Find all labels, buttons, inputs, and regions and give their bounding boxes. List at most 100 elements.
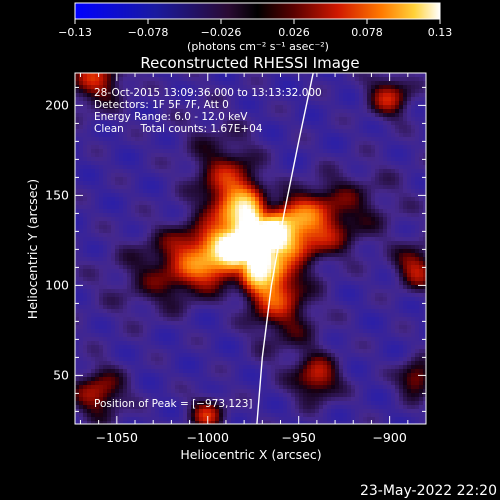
heatmap-cell <box>355 189 360 194</box>
heatmap-cell <box>279 289 284 294</box>
heatmap-cell <box>335 189 340 194</box>
heatmap-cell <box>159 221 164 226</box>
heatmap-cell <box>163 233 168 238</box>
heatmap-cell <box>423 89 426 94</box>
heatmap-cell <box>415 237 420 242</box>
heatmap-cell <box>303 229 308 234</box>
heatmap-cell <box>99 85 104 90</box>
heatmap-cell <box>151 161 156 166</box>
heatmap-cell <box>335 225 340 230</box>
heatmap-cell <box>307 285 312 290</box>
heatmap-cell <box>319 193 324 198</box>
heatmap-cell <box>147 85 152 90</box>
heatmap-cell <box>403 141 408 146</box>
heatmap-cell <box>135 253 140 258</box>
heatmap-cell <box>187 289 192 294</box>
heatmap-cell <box>375 89 380 94</box>
heatmap-cell <box>111 281 116 286</box>
heatmap-cell <box>307 265 312 270</box>
heatmap-cell <box>275 117 280 122</box>
heatmap-cell <box>207 217 212 222</box>
heatmap-cell <box>195 121 200 126</box>
heatmap-cell <box>227 149 232 154</box>
heatmap-cell <box>411 277 416 282</box>
heatmap-cell <box>375 209 380 214</box>
heatmap-cell <box>99 185 104 190</box>
heatmap-cell <box>131 73 136 78</box>
heatmap-cell <box>271 153 276 158</box>
heatmap-cell <box>171 249 176 254</box>
heatmap-cell <box>239 253 244 258</box>
heatmap-cell <box>387 205 392 210</box>
heatmap-cell <box>119 229 124 234</box>
heatmap-cell <box>323 129 328 134</box>
heatmap-cell <box>291 85 296 90</box>
heatmap-cell <box>295 257 300 262</box>
heatmap-cell <box>191 73 196 78</box>
heatmap-cell <box>83 169 88 174</box>
heatmap-cell <box>375 269 380 274</box>
heatmap-cell <box>347 289 352 294</box>
heatmap-cell <box>111 189 116 194</box>
heatmap-cell <box>363 85 368 90</box>
heatmap-cell <box>151 193 156 198</box>
heatmap-cell <box>339 81 344 86</box>
heatmap-cell <box>83 149 88 154</box>
heatmap-cell <box>163 149 168 154</box>
heatmap-cell <box>255 189 260 194</box>
heatmap-cell <box>175 73 180 78</box>
heatmap-cell <box>135 249 140 254</box>
heatmap-cell <box>395 205 400 210</box>
heatmap-cell <box>399 157 404 162</box>
heatmap-cell <box>203 237 208 242</box>
heatmap-cell <box>147 81 152 86</box>
heatmap-cell <box>331 105 336 110</box>
heatmap-cell <box>179 241 184 246</box>
heatmap-cell <box>343 185 348 190</box>
heatmap-cell <box>279 285 284 290</box>
heatmap-cell <box>183 217 188 222</box>
heatmap-cell <box>327 181 332 186</box>
heatmap-cell <box>399 265 404 270</box>
heatmap-cell <box>239 93 244 98</box>
heatmap-cell <box>191 253 196 258</box>
heatmap-cell <box>319 237 324 242</box>
heatmap-cell <box>239 281 244 286</box>
heatmap-cell <box>415 269 420 274</box>
heatmap-cell <box>135 181 140 186</box>
heatmap-cell <box>99 229 104 234</box>
heatmap-cell <box>315 257 320 262</box>
heatmap-cell <box>199 253 204 258</box>
heatmap-cell <box>223 125 228 130</box>
heatmap-cell <box>147 217 152 222</box>
heatmap-cell <box>411 185 416 190</box>
heatmap-cell <box>303 289 308 294</box>
heatmap-cell <box>299 257 304 262</box>
heatmap-cell <box>399 245 404 250</box>
heatmap-cell <box>147 101 152 106</box>
heatmap-cell <box>179 85 184 90</box>
heatmap-cell <box>335 141 340 146</box>
heatmap-cell <box>219 109 224 114</box>
heatmap-cell <box>419 245 424 250</box>
heatmap-cell <box>395 121 400 126</box>
heatmap-cell <box>379 105 384 110</box>
heatmap-cell <box>283 293 288 298</box>
heatmap-cell <box>175 245 180 250</box>
heatmap-cell <box>407 209 412 214</box>
heatmap-cell <box>179 205 184 210</box>
heatmap-cell <box>383 77 388 82</box>
heatmap-cell <box>147 281 152 286</box>
heatmap-cell <box>379 273 384 278</box>
heatmap-cell <box>91 89 96 94</box>
heatmap-cell <box>411 81 416 86</box>
heatmap-cell <box>335 233 340 238</box>
heatmap-cell <box>131 177 136 182</box>
heatmap-cell <box>339 185 344 190</box>
heatmap-cell <box>103 189 108 194</box>
heatmap-cell <box>295 261 300 266</box>
heatmap-cell <box>263 281 268 286</box>
colorbar-tick-label: −0.13 <box>58 26 92 39</box>
heatmap-cell <box>295 241 300 246</box>
heatmap-cell <box>343 285 348 290</box>
